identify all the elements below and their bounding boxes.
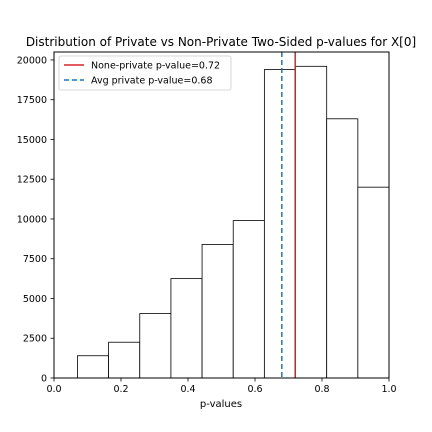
y-tick-label: 17500 <box>17 95 47 106</box>
histogram-bar <box>326 118 359 379</box>
legend-label-avg-private: Avg private p-value=0.68 <box>91 76 213 87</box>
chart-title: Distribution of Private vs Non-Private T… <box>26 35 416 49</box>
x-tick-label: 0.4 <box>180 384 195 395</box>
x-axis-label: p-values <box>200 399 242 410</box>
y-tick-label: 20000 <box>17 55 47 66</box>
x-tick-label: 0.6 <box>247 384 262 395</box>
y-axis-ticks: 0 2500 5000 7500 10000 12500 15000 17500 20000 <box>17 55 54 385</box>
legend-box <box>58 55 232 91</box>
x-tick-label: 0.8 <box>314 384 329 395</box>
x-tick-label: 0.2 <box>113 384 128 395</box>
legend: None-private p-value=0.72 Avg private p-… <box>58 55 232 91</box>
histogram-bar <box>263 69 296 379</box>
histogram-bar <box>139 313 172 379</box>
x-axis-ticks: 0.0 0.2 0.4 0.6 0.8 1.0 <box>46 378 397 395</box>
histogram-bar <box>170 278 203 379</box>
histogram-bar <box>295 65 328 379</box>
histogram-bar <box>357 186 390 379</box>
y-tick-label: 10000 <box>17 214 47 225</box>
plot-frame <box>53 51 390 379</box>
y-tick-label: 5000 <box>23 294 47 305</box>
histogram-bar <box>77 355 110 379</box>
y-tick-label: 15000 <box>17 135 47 146</box>
y-tick-label: 0 <box>41 374 47 385</box>
x-tick-label: 0.0 <box>46 384 61 395</box>
bars-group <box>77 65 390 379</box>
histogram-bar <box>201 244 234 379</box>
x-tick-label: 1.0 <box>381 384 396 395</box>
histogram-bar <box>232 220 265 379</box>
legend-label-none-private: None-private p-value=0.72 <box>91 61 220 72</box>
y-tick-label: 12500 <box>17 175 47 186</box>
y-tick-label: 2500 <box>23 334 47 345</box>
histogram-bar <box>108 341 141 379</box>
y-tick-label: 7500 <box>23 254 47 265</box>
reference-lines-group <box>281 52 296 378</box>
